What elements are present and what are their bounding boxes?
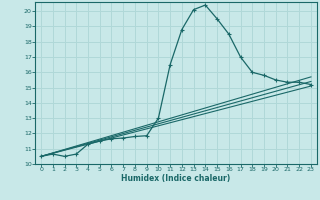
X-axis label: Humidex (Indice chaleur): Humidex (Indice chaleur) bbox=[121, 174, 231, 183]
